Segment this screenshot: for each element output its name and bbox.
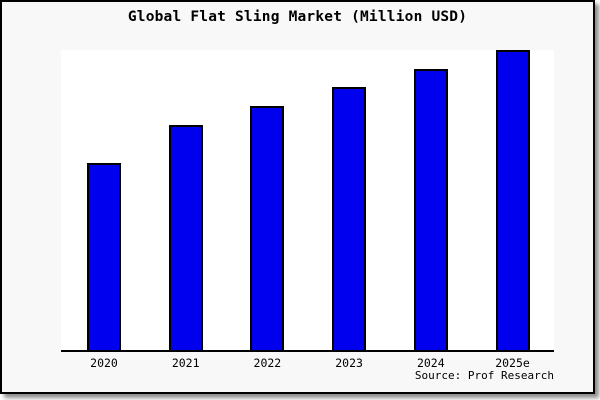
bar-2023	[332, 86, 367, 350]
source-note: Source: Prof Research	[414, 369, 554, 382]
bar-2020	[87, 162, 121, 350]
plot-area	[61, 50, 554, 352]
bar-2025e	[495, 50, 530, 350]
bar-2021	[168, 125, 203, 350]
chart-frame: Global Flat Sling Market (Million USD) S…	[0, 0, 595, 394]
x-tick-label-2023: 2023	[335, 356, 363, 370]
x-tick-label-2020: 2020	[90, 356, 118, 370]
bar-2024	[413, 68, 448, 350]
x-tick-label-2021: 2021	[171, 356, 200, 370]
chart-title: Global Flat Sling Market (Million USD)	[127, 9, 468, 25]
x-tick-label-2025e: 2025e	[495, 356, 530, 370]
x-tick-label-2022: 2022	[253, 356, 282, 370]
x-tick-label-2024: 2024	[416, 356, 445, 370]
bar-2022	[250, 106, 285, 350]
